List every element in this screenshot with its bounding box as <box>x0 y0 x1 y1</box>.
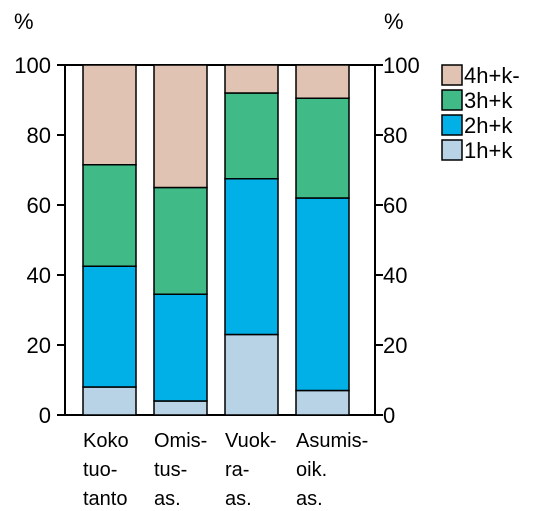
bar-segment <box>153 64 208 189</box>
category-label: ra- <box>225 459 249 481</box>
right-tick-label: 20 <box>383 333 407 358</box>
bar-segment <box>295 389 350 416</box>
left-tick-label: 100 <box>14 53 51 78</box>
bar-segment <box>295 197 350 392</box>
right-tick-label: 0 <box>383 403 395 428</box>
right-tick-label: 40 <box>383 263 407 288</box>
bar-segment <box>295 97 350 199</box>
category-label: Asumis- <box>296 430 368 452</box>
plot-frame <box>64 64 376 416</box>
bar-segment <box>82 386 137 416</box>
bar-segment <box>153 400 208 416</box>
bar-segment <box>82 164 137 267</box>
category-label: tanto <box>83 488 127 510</box>
category-label: tuo- <box>83 459 117 481</box>
right-tick-label: 80 <box>383 123 407 148</box>
category-label: as. <box>154 488 181 510</box>
left-tick-label: 60 <box>27 193 51 218</box>
category-label: as. <box>296 488 323 510</box>
plot-area: 0 0 20 20 40 40 60 60 80 80 100 100 Koko tuo-tanto Omi… <box>14 53 419 510</box>
legend-swatch <box>441 139 463 161</box>
legend-swatch <box>441 114 463 136</box>
legend-label: 2h+k <box>464 113 513 138</box>
category-label: Koko <box>83 430 129 452</box>
right-tick-label: 60 <box>383 193 407 218</box>
left-tick-label: 0 <box>39 403 51 428</box>
category-label: Omis- <box>154 430 207 452</box>
left-tick-label: 80 <box>27 123 51 148</box>
legend: 4h+k-3h+k2h+k1h+k <box>441 63 520 163</box>
right-axis-unit: % <box>384 9 404 34</box>
bar-segment <box>153 293 208 402</box>
category-label: as. <box>225 488 252 510</box>
legend-label: 4h+k- <box>464 63 520 88</box>
legend-label: 3h+k <box>464 88 513 113</box>
left-tick-label: 40 <box>27 263 51 288</box>
bar-segment <box>224 333 279 416</box>
bar-segment <box>224 64 279 94</box>
bar-segment <box>153 186 208 295</box>
category-label: oik. <box>296 459 327 481</box>
bar-segment <box>224 178 279 336</box>
right-tick-label: 100 <box>383 53 420 78</box>
legend-swatch <box>441 64 463 86</box>
bar-segment <box>82 64 137 166</box>
bar-segment <box>224 92 279 180</box>
left-tick-label: 20 <box>27 333 51 358</box>
category-label: Vuok- <box>225 430 277 452</box>
bar-segment <box>82 265 137 388</box>
left-axis-unit: % <box>14 9 34 34</box>
bar-segment <box>295 64 350 99</box>
category-label: tus- <box>154 459 187 481</box>
legend-swatch <box>441 89 463 111</box>
legend-label: 1h+k <box>464 138 513 163</box>
